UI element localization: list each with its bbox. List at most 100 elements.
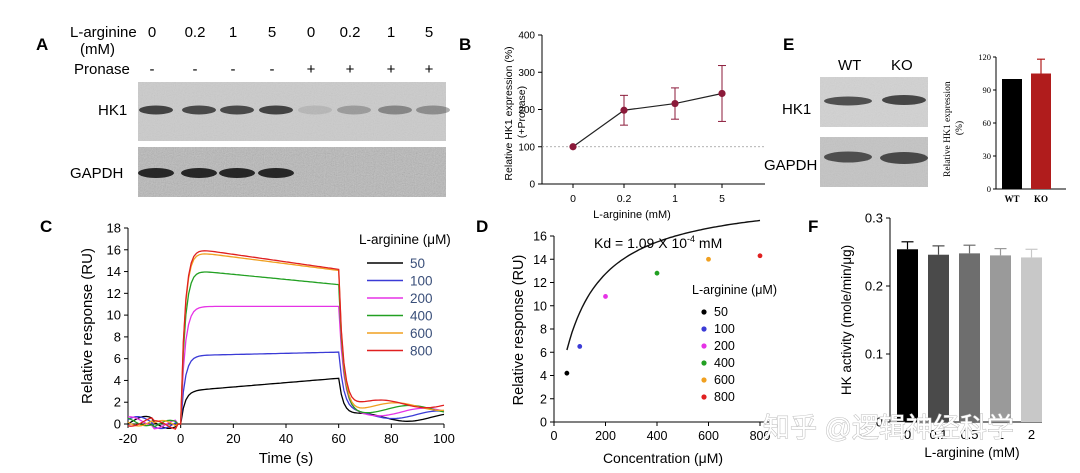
c-x-tick-label-2: 20 <box>226 431 240 446</box>
c-legend-label-50: 50 <box>410 256 425 271</box>
panel-letter-a: A <box>36 35 48 54</box>
c-x-tick-label-6: 100 <box>433 431 455 446</box>
lane-2-concentration: 0.2 <box>185 24 206 41</box>
row-label-pronase: Pronase <box>74 61 130 78</box>
e-y-label-line2: (%) <box>954 121 965 135</box>
c-y-tick-label-6: 12 <box>107 286 121 301</box>
c-x-tick-label-1: 0 <box>177 431 184 446</box>
c-y-tick-label-7: 14 <box>107 264 121 279</box>
f-x-tick-label-2: 0.5 <box>960 427 978 442</box>
blot-label-hk1: HK1 <box>98 102 127 119</box>
row-label-arginine: L-arginine <box>70 24 137 41</box>
b-x-tick-label-1: 0.2 <box>617 193 632 205</box>
e-x-tick-label-1: KO <box>1034 194 1048 204</box>
d-points <box>564 253 763 376</box>
b-y-ticks: 0 100 200 300 400 <box>518 31 542 191</box>
b-point-0 <box>569 143 577 151</box>
c-legend-title: L-arginine (μM) <box>359 232 451 247</box>
e-blot-label-hk1: HK1 <box>782 101 811 118</box>
c-x-tick-label-5: 80 <box>384 431 398 446</box>
d-point-800 <box>757 253 763 259</box>
d-x-label: Concentration (μM) <box>603 450 723 466</box>
lane-5-pronase: + <box>307 61 316 78</box>
f-x-tick-label-3: 1 <box>997 427 1004 442</box>
e-bars <box>1002 58 1051 189</box>
f-bars <box>897 241 1042 422</box>
b-y-tick-label-1: 100 <box>518 142 535 153</box>
e-bar-WT <box>1002 79 1022 189</box>
d-y-tick-label-5: 10 <box>533 299 547 313</box>
c-y-tick-label-1: 2 <box>114 395 121 410</box>
c-y-tick-label-2: 4 <box>114 373 121 388</box>
b-point-2 <box>671 99 679 108</box>
f-x-label: L-arginine (mM) <box>924 445 1019 460</box>
chart-b: 0 100 200 300 400 0 0.2 1 5 L-arginine (mM) Rel… <box>503 31 765 221</box>
gapdh-band-lane-1 <box>138 168 174 178</box>
e-blot-label-gapdh: GAPDH <box>764 157 817 174</box>
d-kd-unit: mM <box>695 235 722 251</box>
e-y-tick-label-3: 90 <box>983 85 992 95</box>
d-legend: 50 100 200 400 600 800 <box>701 305 735 404</box>
b-x-ticks: 0 0.2 1 5 <box>570 184 725 205</box>
c-x-ticks: -20 0 20 40 60 80 100 <box>119 424 455 446</box>
concentration-labels: 0 0.2 1 5 0 0.2 1 5 <box>148 24 433 41</box>
d-y-tick-label-1: 2 <box>540 392 547 406</box>
e-x-ticks: WT KO <box>1004 194 1048 204</box>
lane-7-concentration: 1 <box>387 24 395 41</box>
d-y-tick-label-8: 16 <box>533 230 547 244</box>
panel-letter-b: B <box>459 35 471 54</box>
f-bar-1 <box>928 254 949 422</box>
lane-6-pronase: + <box>346 61 355 78</box>
f-x-tick-label-1: 0.1 <box>929 427 947 442</box>
b-marks <box>569 65 726 151</box>
d-x-tick-label-1: 200 <box>595 429 616 443</box>
c-legend-label-200: 200 <box>410 291 433 306</box>
c-legend-label-400: 400 <box>410 309 433 324</box>
hk1-band-lane-2 <box>182 105 216 115</box>
b-y-tick-label-0: 0 <box>529 180 535 191</box>
hk1-band-lane-3 <box>220 105 254 115</box>
e-y-label-line1: Relative HK1 expression <box>943 81 953 177</box>
panel-letter-e: E <box>783 35 794 54</box>
d-x-ticks: 0 200 400 600 800 <box>551 422 771 443</box>
gapdh-bands <box>138 168 294 178</box>
d-legend-marker-200 <box>701 343 707 349</box>
c-y-ticks: 0 2 4 6 8 10 12 14 16 18 <box>107 221 128 432</box>
hk1-band-lane-8 <box>416 105 450 115</box>
gapdh-band-lane-2 <box>181 168 217 178</box>
e-x-tick-label-0: WT <box>1004 194 1019 204</box>
hk1-bands <box>139 105 450 115</box>
gapdh-band-lane-3 <box>219 168 255 178</box>
lane-3-concentration: 1 <box>229 24 237 41</box>
d-fit-curve <box>566 219 761 351</box>
d-x-tick-label-4: 800 <box>750 429 771 443</box>
blot-label-gapdh: GAPDH <box>70 165 123 182</box>
chart-f: 0 0.1 0.2 0.3 0 0.1 0.5 1 2 L-arginine (mM) HK … <box>839 211 1042 460</box>
chart-d: 0 2 4 6 8 10 12 14 16 0 200 400 600 800 Kd = 1.09 X … <box>511 219 777 466</box>
e-y-tick-label-2: 60 <box>983 118 992 128</box>
d-legend-label-600: 600 <box>714 373 735 387</box>
panel-letter-d: D <box>476 217 488 236</box>
d-y-tick-label-7: 14 <box>533 253 547 267</box>
b-y-label-line1: Relative HK1 expression (%) <box>503 46 515 180</box>
panel-a: L-arginine (mM) Pronase 0 0.2 1 5 0 0.2 1 5 ---… <box>70 24 450 197</box>
d-y-label: Relative response (RU) <box>511 255 527 406</box>
c-y-tick-label-4: 8 <box>114 329 121 344</box>
e-gapdh-band-ko <box>880 152 928 164</box>
e-y-label: Relative HK1 expression (%) <box>943 79 965 177</box>
d-legend-label-400: 400 <box>714 356 735 370</box>
d-legend-title: L-arginine (μM) <box>692 283 777 297</box>
c-series-lines <box>127 250 445 430</box>
d-legend-marker-400 <box>701 360 707 366</box>
c-series-100 <box>127 351 445 430</box>
e-hk1-band-ko <box>882 95 926 105</box>
e-gapdh-band-wt <box>824 151 872 163</box>
b-y-tick-label-2: 200 <box>518 105 535 116</box>
b-x-tick-label-0: 0 <box>570 193 576 205</box>
lane-4-concentration: 5 <box>268 24 276 41</box>
d-kd-exp: -4 <box>687 234 695 244</box>
hk1-band-lane-1 <box>139 105 173 115</box>
d-point-100 <box>577 344 583 349</box>
d-kd-annotation: Kd = 1.09 X 10-4 mM <box>594 234 722 251</box>
